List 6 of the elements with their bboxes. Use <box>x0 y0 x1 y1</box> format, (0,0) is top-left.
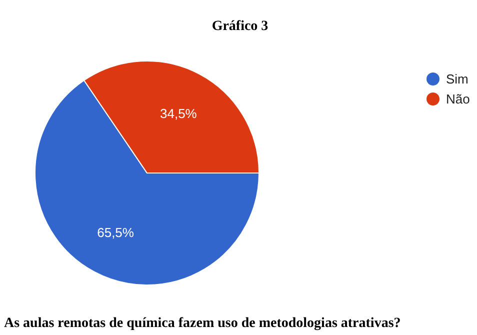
data-label: 34,5% <box>160 106 198 122</box>
data-label: 65,5% <box>97 224 134 240</box>
text: As aulas remotas de química fazem uso de metodologias atrativas? <box>4 316 401 331</box>
legend-label: Sim <box>446 72 468 86</box>
legend-label: Não <box>446 92 470 106</box>
chart-title: Gráfico 3 <box>212 19 268 34</box>
